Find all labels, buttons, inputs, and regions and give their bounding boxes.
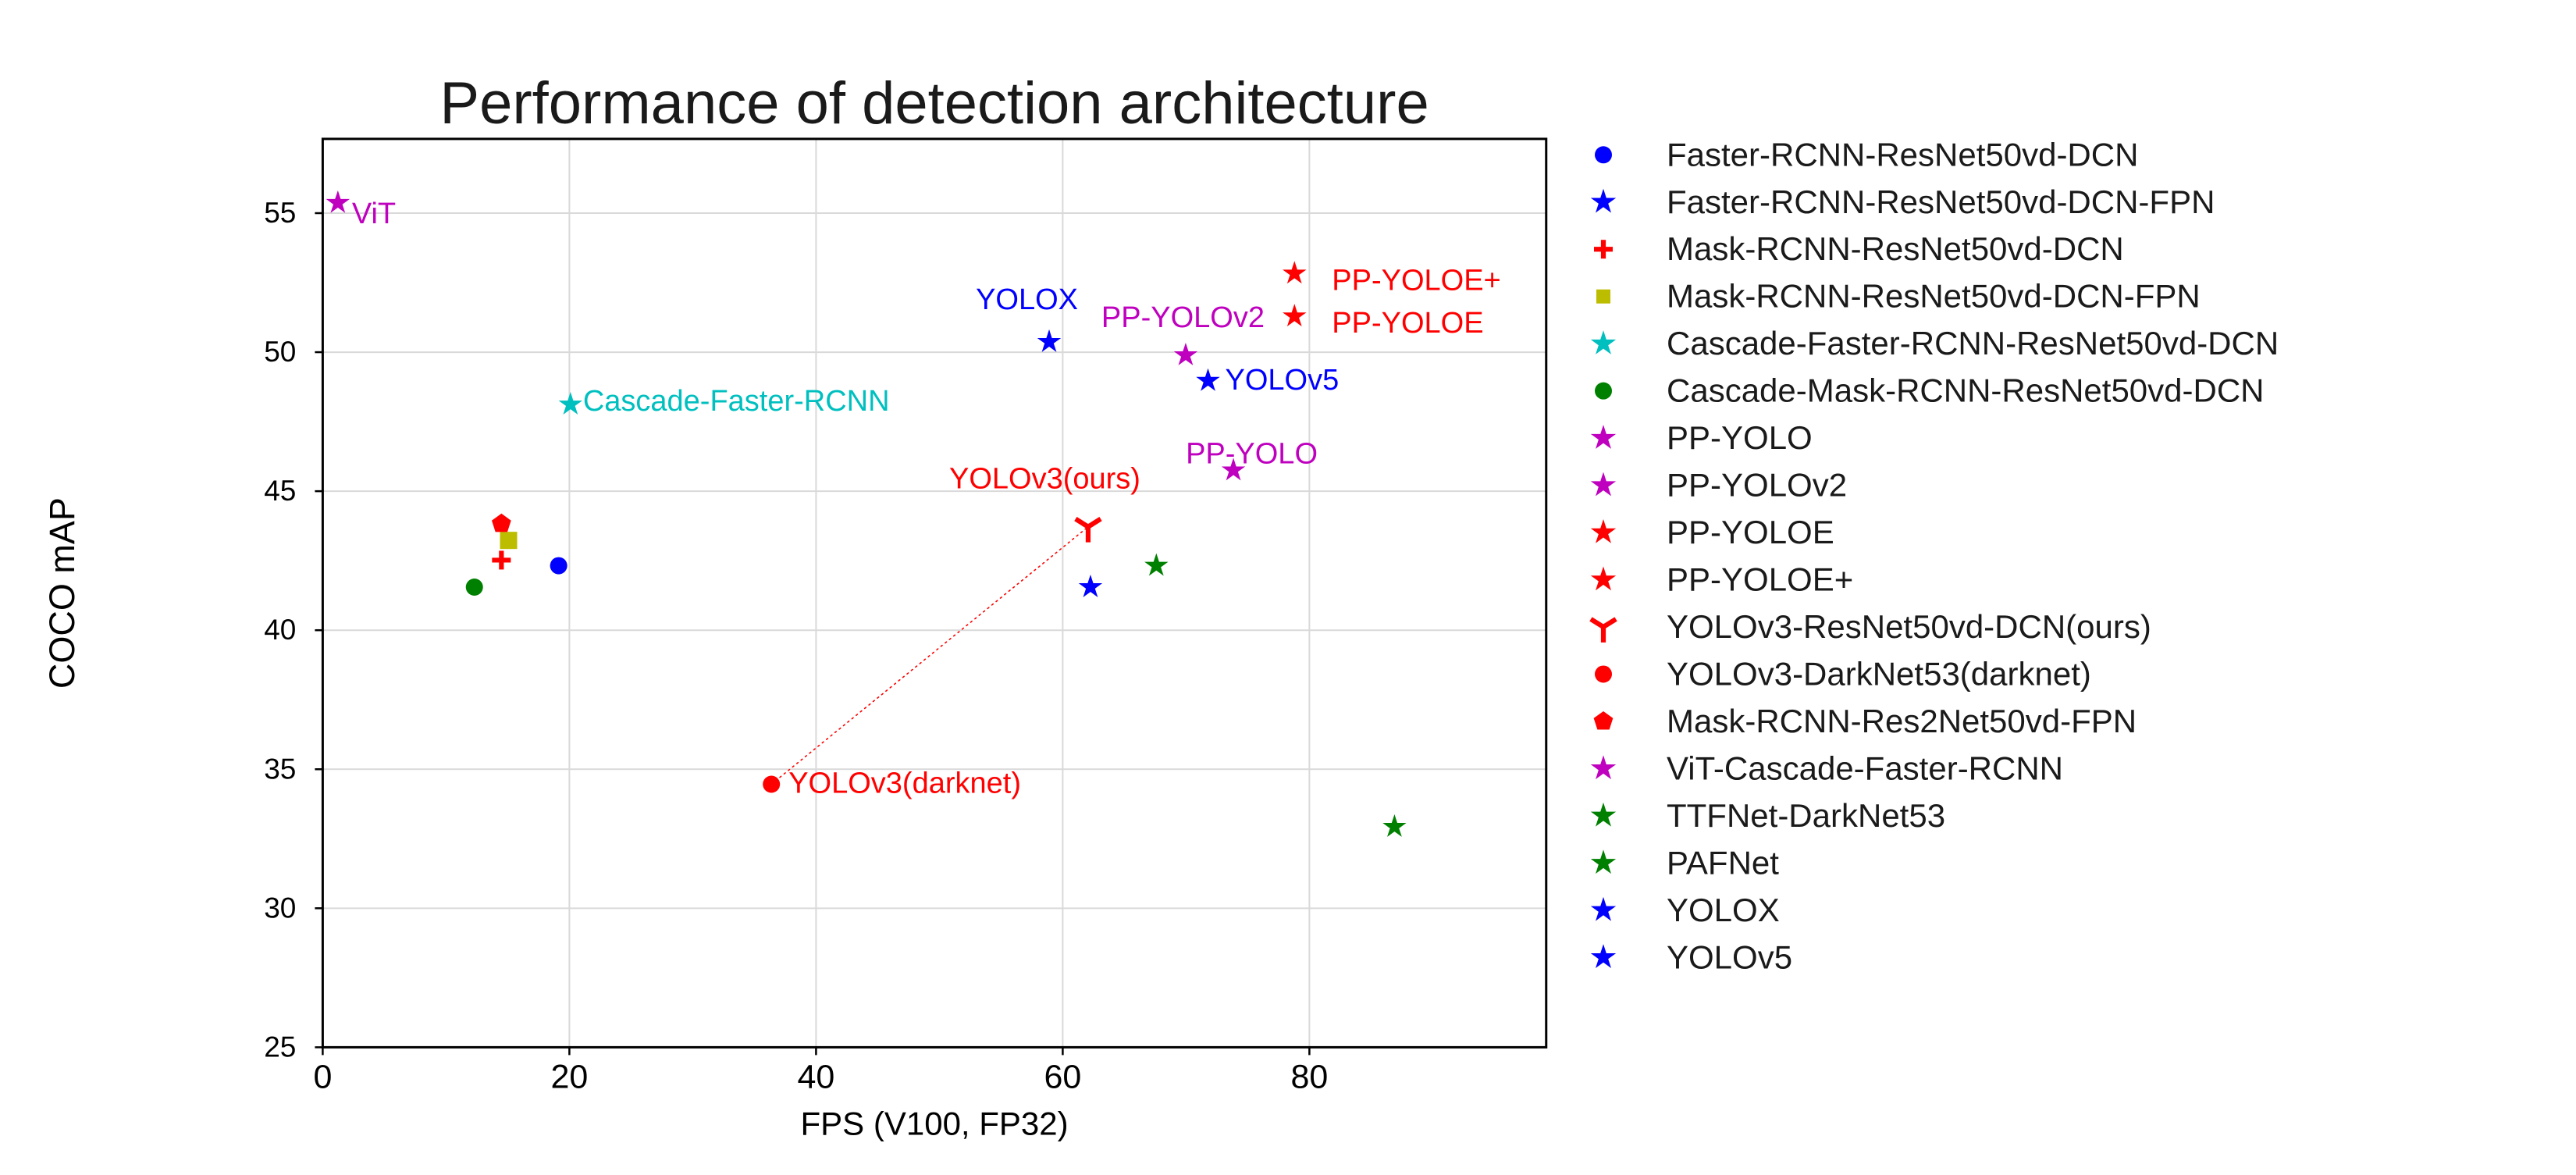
svg-text:PP-YOLO: PP-YOLO <box>1186 437 1318 470</box>
svg-text:Cascade-Faster-RCNN: Cascade-Faster-RCNN <box>583 385 890 418</box>
svg-text:YOLOv5: YOLOv5 <box>1226 364 1340 397</box>
svg-text:PP-YOLOE: PP-YOLOE <box>1332 307 1483 340</box>
svg-text:ViT-Cascade-Faster-RCNN: ViT-Cascade-Faster-RCNN <box>1667 750 2063 786</box>
svg-text:PAFNet: PAFNet <box>1667 844 1779 881</box>
svg-text:60: 60 <box>1044 1058 1081 1095</box>
svg-text:50: 50 <box>264 336 296 368</box>
svg-text:TTFNet-DarkNet53: TTFNet-DarkNet53 <box>1667 797 1945 834</box>
svg-text:FPS (V100, FP32): FPS (V100, FP32) <box>801 1105 1069 1141</box>
svg-text:PP-YOLOE+: PP-YOLOE+ <box>1332 264 1500 297</box>
svg-text:YOLOv3-DarkNet53(darknet): YOLOv3-DarkNet53(darknet) <box>1667 655 2091 692</box>
svg-text:Cascade-Mask-RCNN-ResNet50vd-D: Cascade-Mask-RCNN-ResNet50vd-DCN <box>1667 372 2265 409</box>
svg-text:Faster-RCNN-ResNet50vd-DCN-FPN: Faster-RCNN-ResNet50vd-DCN-FPN <box>1667 183 2215 220</box>
svg-text:PP-YOLOv2: PP-YOLOv2 <box>1101 301 1265 334</box>
svg-text:80: 80 <box>1290 1058 1328 1095</box>
svg-text:COCO mAP: COCO mAP <box>42 497 82 689</box>
svg-text:0: 0 <box>313 1058 332 1095</box>
svg-text:30: 30 <box>264 892 296 924</box>
svg-text:40: 40 <box>264 614 296 646</box>
svg-text:35: 35 <box>264 753 296 785</box>
svg-text:PP-YOLOv2: PP-YOLOv2 <box>1667 467 1847 504</box>
svg-text:Mask-RCNN-ResNet50vd-DCN-FPN: Mask-RCNN-ResNet50vd-DCN-FPN <box>1667 278 2201 315</box>
svg-text:25: 25 <box>264 1031 296 1063</box>
svg-text:Cascade-Faster-RCNN-ResNet50vd: Cascade-Faster-RCNN-ResNet50vd-DCN <box>1667 325 2279 361</box>
svg-text:YOLOv3(ours): YOLOv3(ours) <box>949 463 1140 496</box>
svg-text:YOLOv3(darknet): YOLOv3(darknet) <box>788 767 1021 800</box>
svg-text:Performance of detection archi: Performance of detection architecture <box>439 70 1429 137</box>
svg-text:Mask-RCNN-ResNet50vd-DCN: Mask-RCNN-ResNet50vd-DCN <box>1667 230 2124 267</box>
svg-text:YOLOv5: YOLOv5 <box>1667 938 1792 975</box>
svg-text:ViT: ViT <box>352 198 396 230</box>
svg-text:YOLOv3-ResNet50vd-DCN(ours): YOLOv3-ResNet50vd-DCN(ours) <box>1667 608 2151 645</box>
svg-text:PP-YOLOE: PP-YOLOE <box>1667 514 1834 550</box>
svg-text:40: 40 <box>797 1058 834 1095</box>
svg-text:20: 20 <box>550 1058 588 1095</box>
svg-text:Faster-RCNN-ResNet50vd-DCN: Faster-RCNN-ResNet50vd-DCN <box>1667 136 2138 173</box>
svg-text:55: 55 <box>264 197 296 229</box>
svg-text:45: 45 <box>264 475 296 507</box>
svg-text:PP-YOLO: PP-YOLO <box>1667 419 1813 456</box>
svg-text:YOLOX: YOLOX <box>1667 892 1780 928</box>
svg-text:Mask-RCNN-Res2Net50vd-FPN: Mask-RCNN-Res2Net50vd-FPN <box>1667 703 2137 739</box>
svg-text:PP-YOLOE+: PP-YOLOE+ <box>1667 561 1853 598</box>
svg-text:YOLOX: YOLOX <box>976 283 1078 316</box>
